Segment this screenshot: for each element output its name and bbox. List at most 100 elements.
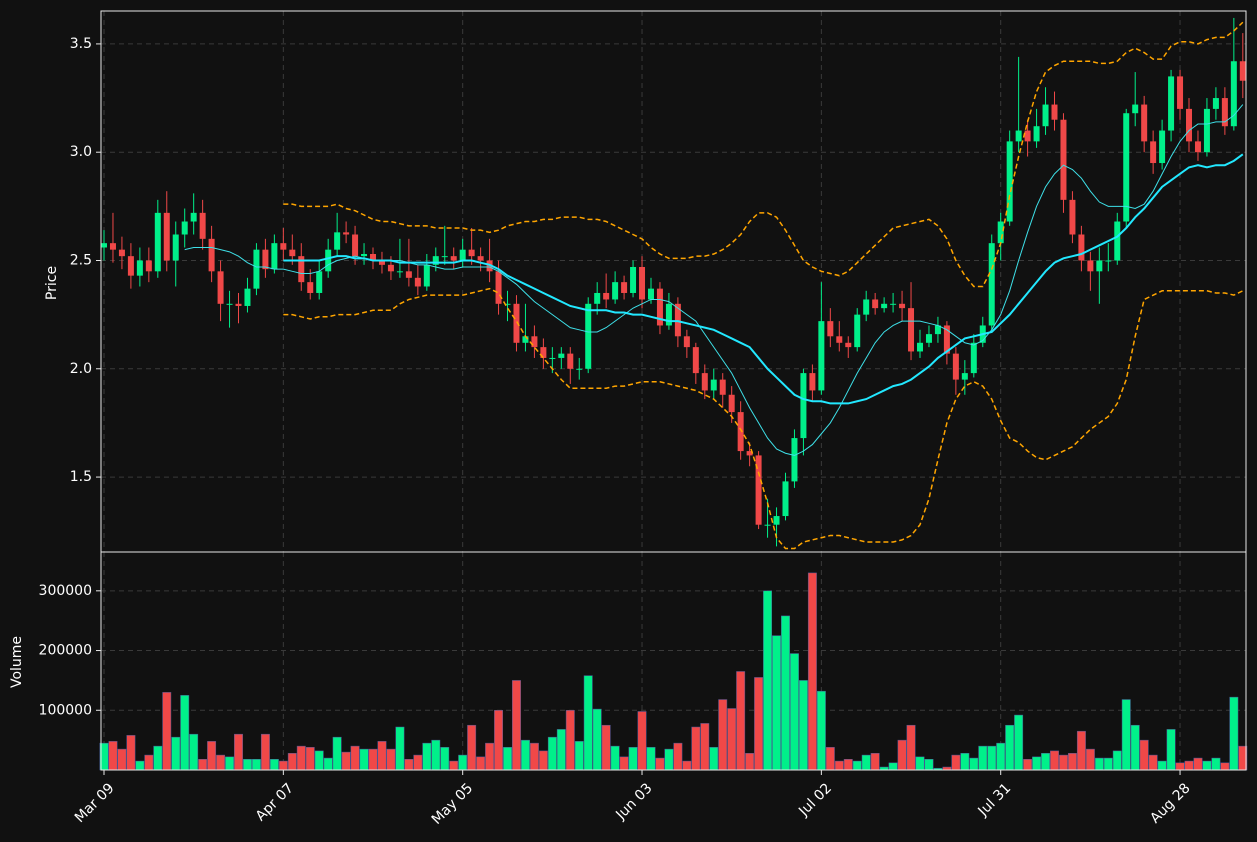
volume-bar [547, 736, 557, 771]
volume-bar [574, 741, 584, 771]
volume-bar [763, 590, 773, 771]
volume-bar [198, 758, 208, 771]
volume-bar [485, 742, 495, 771]
volume-bar [807, 572, 817, 771]
candle-body [1105, 260, 1112, 262]
volume-bar [377, 741, 387, 771]
candle-body [1006, 141, 1013, 222]
volume-bar [171, 736, 181, 771]
candle-body [414, 277, 421, 287]
volume-bar [520, 739, 530, 771]
volume-bar [1175, 762, 1185, 771]
candle-body [576, 368, 583, 370]
y-tick-label: 2.0 [70, 361, 92, 377]
candle-body [405, 271, 412, 278]
volume-bar [825, 747, 835, 771]
candle-body [701, 373, 708, 391]
volume-bar [870, 753, 880, 771]
candle-body [1239, 61, 1246, 81]
candle-body [1150, 141, 1157, 164]
candle-body [1114, 221, 1121, 261]
candle-body [872, 299, 879, 309]
candle-body [665, 303, 672, 326]
volume-bar [458, 754, 468, 771]
volume-bar [646, 747, 656, 771]
volume-bar [404, 758, 414, 771]
volume-bar [673, 742, 683, 771]
candle-body [1042, 104, 1049, 127]
volume-bar [637, 711, 647, 771]
volume-bar [207, 741, 217, 771]
volume-bar [1148, 754, 1158, 771]
volume-bar [287, 753, 297, 771]
volume-bar [1220, 762, 1230, 771]
volume-bar [1076, 730, 1086, 771]
volume-bar [951, 754, 961, 771]
volume-bar [467, 724, 477, 771]
candle-body [863, 299, 870, 315]
candle-body [567, 353, 574, 369]
overlay-line [283, 21, 1244, 288]
volume-bar [368, 748, 378, 771]
candle-body [387, 264, 394, 272]
candle-body [1141, 104, 1148, 142]
candle-body [378, 260, 385, 265]
volume-bar [512, 680, 521, 771]
candle-body [612, 282, 619, 300]
candle-body [352, 234, 359, 257]
candle-body [109, 243, 116, 250]
candle-body [594, 292, 601, 304]
volume-bar [727, 708, 737, 771]
candle-body [271, 243, 278, 270]
volume-bar [592, 708, 602, 771]
volume-bar [1184, 760, 1194, 771]
volume-bar [843, 758, 853, 771]
candle-body [630, 266, 637, 293]
volume-bar [117, 748, 127, 771]
candle-body [396, 271, 403, 273]
candle-body [621, 282, 628, 293]
candle-body [836, 336, 843, 343]
candle-body [190, 212, 197, 222]
price-axis-label: Price [44, 266, 60, 300]
candle-body [1087, 260, 1094, 272]
candle-body [289, 249, 296, 257]
candle-body [943, 325, 950, 354]
candle-body [827, 321, 834, 337]
candle-body [540, 347, 547, 358]
candle-body [423, 264, 430, 287]
candle-body [800, 373, 807, 439]
volume-bar [440, 747, 450, 771]
volume-bar [1202, 760, 1212, 771]
volume-bar [1211, 757, 1221, 771]
volume-bar [781, 615, 790, 771]
volume-bar [987, 745, 997, 771]
volume-bar [1193, 757, 1203, 771]
candle-body [639, 266, 646, 300]
volume-bar [897, 739, 907, 771]
volume-bar [996, 742, 1006, 771]
volume-bar [691, 726, 701, 771]
candle-body [1096, 260, 1103, 272]
volume-bar [1005, 724, 1015, 771]
volume-bar [906, 724, 916, 771]
volume-bar [888, 762, 898, 771]
volume-bar [1050, 750, 1059, 771]
volume-bar [664, 748, 674, 771]
candle-body [477, 256, 484, 261]
candle-body [854, 314, 861, 348]
candle-body [361, 253, 368, 257]
volume-bar [153, 745, 163, 771]
volume-bar [709, 747, 719, 771]
candle-body [253, 249, 260, 289]
volume-bar [1014, 714, 1024, 771]
candle-body [755, 455, 762, 525]
volume-bar [583, 675, 593, 771]
volume-bar [144, 754, 154, 771]
volume-bar [969, 757, 979, 771]
volume-bar [323, 757, 333, 771]
volume-bar [359, 748, 369, 771]
candle-body [1078, 234, 1085, 261]
candle-body [1194, 141, 1201, 153]
candle-body [101, 243, 107, 248]
